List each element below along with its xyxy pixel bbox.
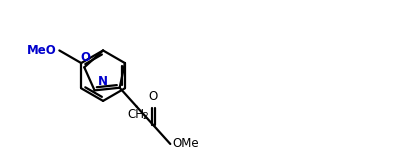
Text: CH: CH [127,108,144,121]
Text: N: N [98,76,107,88]
Text: MeO: MeO [27,44,56,57]
Text: OMe: OMe [172,137,199,151]
Text: O: O [80,51,90,64]
Text: O: O [149,90,158,103]
Text: 2: 2 [143,112,148,121]
